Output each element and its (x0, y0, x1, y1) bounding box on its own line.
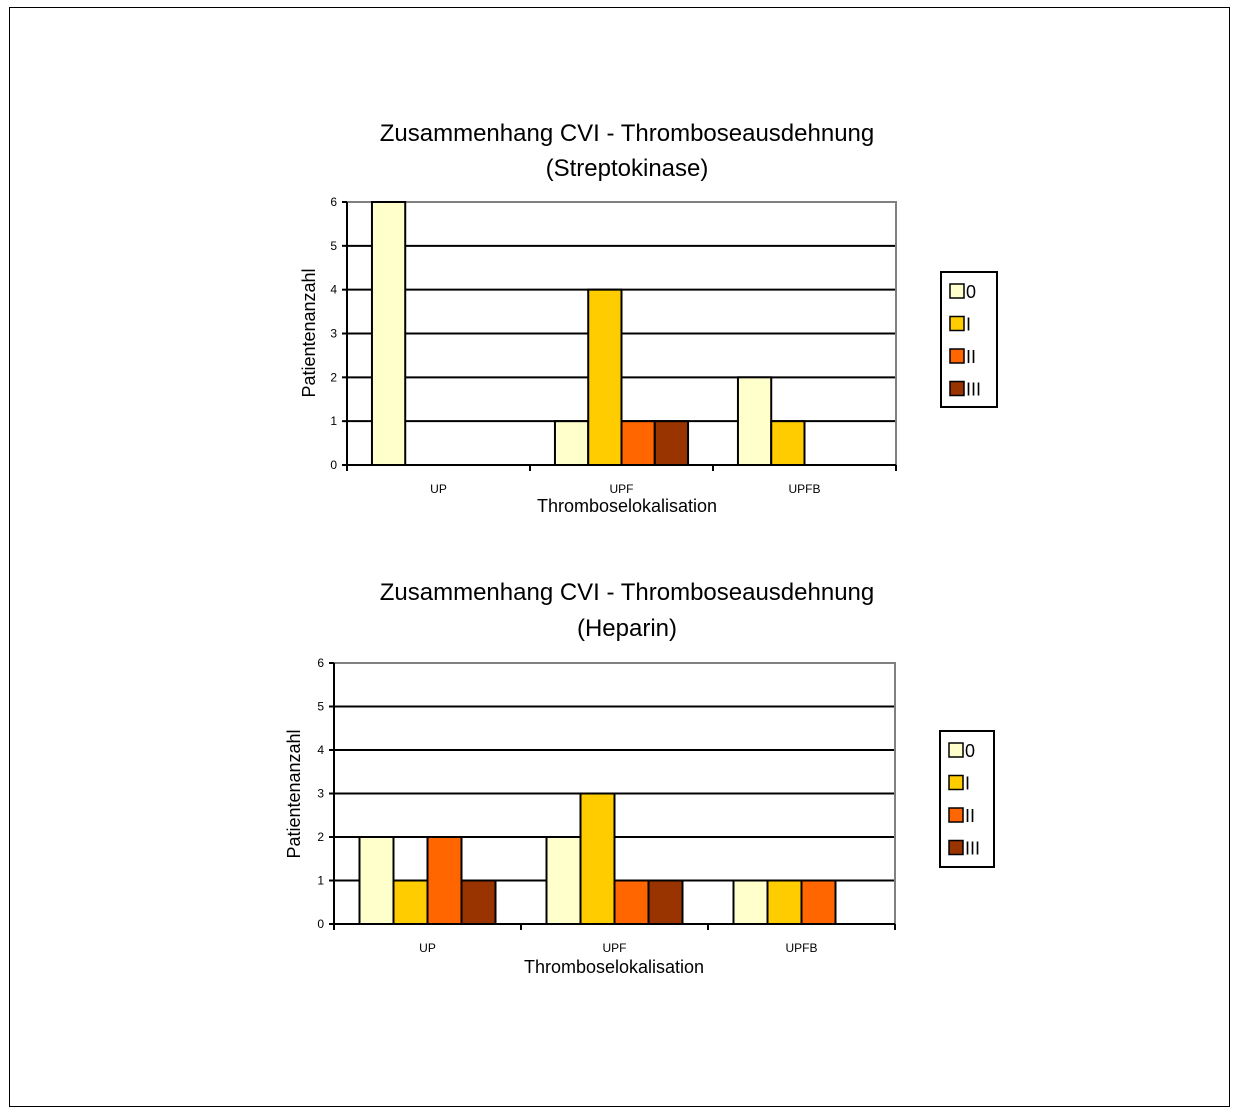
x-axis-title: Thromboselokalisation (537, 496, 717, 516)
y-tick-label: 3 (317, 787, 324, 801)
legend-swatch (949, 348, 965, 364)
bar-up-series-i (392, 879, 429, 925)
y-tick-label: 1 (330, 414, 337, 428)
y-tick-label: 5 (317, 700, 324, 714)
x-tick-label: UPF (603, 941, 627, 955)
y-tick-label: 2 (330, 370, 337, 384)
x-tick-label: UPF (610, 482, 634, 496)
bar-upf-series-ii (613, 879, 650, 925)
legend-swatch (949, 283, 965, 299)
chart-heparin: Zusammenhang CVI - Thromboseausdehnung (… (284, 579, 995, 977)
x-tick-label: UP (419, 941, 436, 955)
x-tick-label: UPFB (785, 941, 817, 955)
bar-up-series-iii (460, 879, 497, 925)
bar-up-series-ii (426, 836, 463, 925)
chart-title: Zusammenhang CVI - Thromboseausdehnung (380, 579, 875, 606)
legend-swatch (948, 774, 964, 791)
y-tick-label: 3 (330, 327, 337, 341)
bar-upf-series-iii (647, 879, 684, 925)
y-axis-title: Patientenanzahl (284, 729, 304, 858)
bar-upf-series-i (587, 288, 623, 466)
bar-upf-series-iii (653, 420, 690, 466)
chart-subtitle: (Heparin) (577, 615, 677, 642)
bar-upf-series-0 (553, 420, 590, 466)
bar-upf-series-i (579, 792, 616, 925)
legend-label: I (965, 774, 970, 794)
legend-swatch (948, 742, 964, 758)
legend-swatch (948, 807, 964, 823)
y-tick-label: 4 (330, 283, 337, 297)
legend-label: III (965, 839, 980, 859)
x-tick-label: UPFB (788, 482, 820, 496)
legend-label: II (966, 347, 976, 367)
chart-subtitle: (Streptokinase) (546, 155, 709, 182)
y-tick-label: 0 (330, 458, 337, 472)
legend-label: 0 (965, 741, 975, 761)
y-tick-label: 5 (330, 239, 337, 253)
bar-up-series-0 (370, 201, 407, 466)
legend-label: I (966, 315, 971, 335)
bar-upfb-series-ii (800, 879, 837, 925)
y-axis-title: Patientenanzahl (299, 268, 319, 397)
y-tick-label: 6 (317, 656, 324, 670)
y-tick-label: 0 (317, 917, 324, 931)
legend-label: II (965, 806, 975, 826)
y-tick-label: 4 (317, 743, 324, 757)
bar-upfb-series-i (766, 879, 803, 925)
y-tick-label: 6 (330, 195, 337, 209)
bar-up-series-0 (358, 836, 395, 925)
bar-upfb-series-0 (736, 376, 773, 467)
legend-label: III (966, 380, 981, 400)
x-axis-title: Thromboselokalisation (524, 957, 704, 977)
bar-upfb-series-i (770, 420, 806, 466)
chart-title: Zusammenhang CVI - Thromboseausdehnung (380, 120, 875, 147)
y-tick-label: 2 (317, 830, 324, 844)
bar-upfb-series-0 (732, 879, 769, 925)
chart-streptokinase: Zusammenhang CVI - Thromboseausdehnung (… (299, 120, 998, 516)
x-tick-label: UP (430, 482, 447, 496)
legend-swatch (949, 380, 965, 397)
legend-swatch (948, 839, 964, 856)
bar-upf-series-ii (620, 420, 656, 466)
y-tick-label: 1 (317, 874, 324, 888)
legend-swatch (949, 315, 965, 332)
legend-label: 0 (966, 282, 976, 302)
bar-upf-series-0 (545, 836, 582, 925)
